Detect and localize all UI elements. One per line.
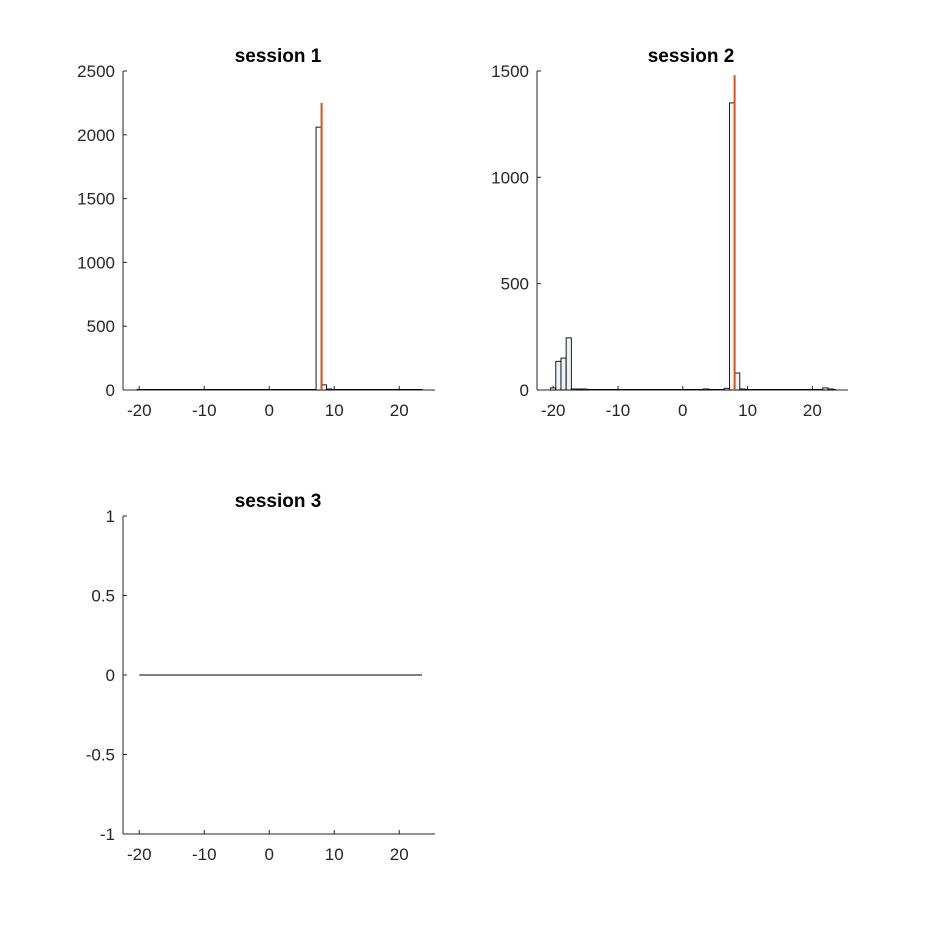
session-1-y-tick-label: 1000 — [77, 253, 115, 272]
session-1-x-tick-label: 20 — [390, 401, 409, 420]
session-2-x-tick-label: 10 — [738, 401, 757, 420]
session-1-histogram-bar — [326, 388, 333, 391]
session-2-histogram-bar — [723, 387, 730, 391]
session-3-x-tick-label: 20 — [390, 845, 409, 864]
session-2-histogram-bar — [550, 387, 557, 391]
session-3-y-tick-label: -0.5 — [86, 746, 115, 765]
session-2-histogram-bar — [581, 388, 588, 391]
session-2-histogram-bar — [703, 388, 710, 391]
session-2-histogram-bar — [555, 360, 562, 391]
session-3-y-tick-label: 1 — [106, 507, 115, 526]
session-2-y-tick-label: 1000 — [491, 168, 529, 187]
session-2-y-tick-label: 1500 — [491, 62, 529, 81]
session-2-histogram-bar — [822, 387, 829, 391]
session-3-y-tick-label: 0.5 — [91, 587, 115, 606]
session-2-title: session 2 — [648, 46, 735, 67]
session-1-title: session 1 — [235, 46, 322, 67]
session-1-y-tick-label: 2500 — [77, 62, 115, 81]
session-3-x-tick-label: -10 — [192, 845, 217, 864]
session-2-y-tick-label: 0 — [520, 381, 529, 400]
session-1-y-tick-label: 0 — [106, 381, 115, 400]
session-2-histogram-bar — [560, 357, 567, 391]
session-2-histogram-bar — [570, 388, 577, 391]
session-3-panel: session 3 -1 -0.5 0 0.5 1 -20 -10 0 10 20 — [86, 491, 435, 864]
session-3-title: session 3 — [235, 491, 322, 512]
session-3-y-tick-label: -1 — [100, 825, 115, 844]
session-1-y-tick-label: 1500 — [77, 190, 115, 209]
session-1-histogram-bar — [315, 126, 322, 391]
session-3-x-tick-label: 0 — [265, 845, 274, 864]
session-1-x-tick-label: -20 — [127, 401, 152, 420]
session-1-panel: session 1 0 500 1000 1500 2000 2500 -20 -10 0 10 2… — [77, 46, 435, 420]
session-1-y-tick-label: 2000 — [77, 126, 115, 145]
session-1-y-tick-label: 500 — [87, 317, 115, 336]
session-1-x-tick-label: 10 — [325, 401, 344, 420]
session-3-x-tick-label: 10 — [325, 845, 344, 864]
session-2-x-tick-label: 20 — [803, 401, 822, 420]
session-1-x-tick-label: 0 — [265, 401, 274, 420]
session-2-histogram-bar — [565, 337, 572, 391]
session-2-panel: session 2 0 500 1000 1500 -20 -10 0 10 20 — [491, 46, 848, 420]
session-1-x-tick-label: -10 — [192, 401, 217, 420]
session-2-x-tick-label: -20 — [541, 401, 566, 420]
session-2-histogram-bar — [576, 388, 583, 391]
session-2-x-tick-label: 0 — [678, 401, 687, 420]
session-3-x-tick-label: -20 — [127, 845, 152, 864]
session-2-histogram-bar — [739, 388, 746, 391]
session-2-histogram-bar — [827, 388, 834, 391]
session-3-y-tick-label: 0 — [106, 666, 115, 685]
session-2-y-tick-label: 500 — [501, 275, 529, 294]
session-2-x-tick-label: -10 — [606, 401, 631, 420]
